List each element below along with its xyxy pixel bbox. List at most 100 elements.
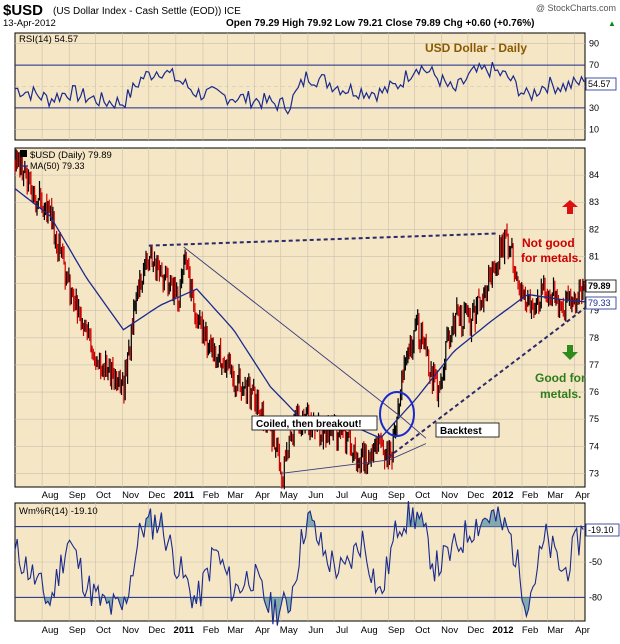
watermark: @ StockCharts.com bbox=[536, 3, 616, 13]
y-tick-label: 74 bbox=[589, 441, 599, 451]
y-tick-label: 78 bbox=[589, 333, 599, 343]
good-line2: metals. bbox=[540, 387, 581, 401]
x-tick-label: Nov bbox=[441, 490, 458, 501]
price-panel bbox=[14, 147, 586, 488]
y-tick-label: 90 bbox=[589, 39, 599, 49]
trendline bbox=[183, 246, 427, 439]
x-tick-label: Apr bbox=[575, 625, 590, 636]
x-tick-label: 2012 bbox=[492, 625, 513, 636]
chart-annotation-title: USD Dollar - Daily bbox=[425, 41, 527, 55]
breakout-circle bbox=[379, 391, 415, 437]
x-tick-label: Aug bbox=[42, 490, 59, 501]
x-tick-label: Apr bbox=[575, 490, 590, 501]
date-label: 13-Apr-2012 bbox=[3, 18, 56, 29]
x-tick-label: Oct bbox=[415, 625, 430, 636]
ma-label: MA(50) 79.33 bbox=[30, 161, 85, 171]
y-tick-label: -80 bbox=[589, 592, 602, 602]
x-tick-label: Nov bbox=[122, 625, 139, 636]
trendline bbox=[387, 307, 586, 458]
x-tick-label: 2011 bbox=[174, 625, 195, 636]
trendlines bbox=[148, 232, 586, 474]
trendline bbox=[280, 443, 427, 474]
x-tick-label: Dec bbox=[148, 490, 165, 501]
symbol-label: $USD bbox=[3, 2, 43, 19]
wr-value-text: -19.10 bbox=[588, 525, 614, 535]
x-tick-label: Dec bbox=[148, 625, 165, 636]
x-tick-label: Aug bbox=[361, 625, 378, 636]
not-good-line2: for metals. bbox=[521, 251, 582, 265]
rsi-grid bbox=[15, 33, 585, 140]
x-tick-label: Sep bbox=[388, 490, 405, 501]
rsi-line bbox=[14, 61, 585, 115]
x-tick-label: Jul bbox=[336, 625, 348, 636]
y-tick-label: 84 bbox=[589, 170, 599, 180]
not-good-line1: Not good bbox=[522, 236, 575, 250]
x-tick-label: Apr bbox=[255, 625, 270, 636]
price-label: $USD (Daily) 79.89 bbox=[30, 150, 112, 161]
y-tick-label: 73 bbox=[589, 468, 599, 478]
x-tick-label: Sep bbox=[388, 625, 405, 636]
x-tick-label: Mar bbox=[227, 625, 243, 636]
x-tick-label: Jul bbox=[336, 490, 348, 501]
price-grid bbox=[15, 148, 585, 487]
wr-x-axis: Aug Sep Oct Nov Dec 2011 Feb Mar Apr May Jun Jul Aug… bbox=[42, 625, 590, 636]
coiled-text: Coiled, then breakout! bbox=[256, 419, 362, 430]
y-tick-label: 83 bbox=[589, 197, 599, 207]
x-tick-label: Feb bbox=[522, 625, 538, 636]
wr-value-tag bbox=[585, 523, 620, 537]
green-down-arrow-icon bbox=[562, 345, 578, 360]
y-tick-label: 30 bbox=[589, 103, 599, 113]
y-tick-label: 70 bbox=[589, 60, 599, 70]
x-tick-label: Oct bbox=[96, 490, 111, 501]
x-tick-label: Oct bbox=[415, 490, 430, 501]
symbol-description: (US Dollar Index - Cash Settle (EOD)) IC… bbox=[53, 6, 241, 17]
x-tick-label: Feb bbox=[522, 490, 538, 501]
x-tick-label: Nov bbox=[122, 490, 139, 501]
price-close-tag bbox=[585, 279, 617, 293]
x-tick-label: May bbox=[280, 490, 298, 501]
rsi-label: RSI(14) 54.57 bbox=[19, 34, 78, 45]
up-arrow-icon: ▲ bbox=[608, 19, 616, 28]
price-legend-swatch bbox=[20, 150, 27, 157]
ohlc-label: Open 79.29 High 79.92 Low 79.21 Close 79… bbox=[226, 18, 534, 29]
x-tick-label: Sep bbox=[69, 625, 86, 636]
x-tick-label: Feb bbox=[203, 625, 219, 636]
x-tick-label: Nov bbox=[441, 625, 458, 636]
x-tick-label: Dec bbox=[467, 625, 484, 636]
x-tick-label: Jun bbox=[308, 625, 323, 636]
trendline bbox=[148, 232, 499, 247]
x-tick-label: Feb bbox=[203, 490, 219, 501]
wr-oversold-fill bbox=[15, 597, 584, 626]
x-tick-label: 2011 bbox=[174, 490, 195, 501]
x-tick-label: Aug bbox=[361, 490, 378, 501]
x-tick-label: Mar bbox=[227, 490, 243, 501]
rsi-value-tag bbox=[585, 77, 617, 91]
price-close-text: 79.89 bbox=[588, 281, 611, 291]
x-tick-label: Apr bbox=[255, 490, 270, 501]
x-tick-label: May bbox=[280, 625, 298, 636]
x-tick-label: 2012 bbox=[492, 490, 513, 501]
backtest-text: Backtest bbox=[440, 426, 482, 437]
y-tick-label: 76 bbox=[589, 387, 599, 397]
x-tick-label: Jun bbox=[308, 490, 323, 501]
ma-value-tag bbox=[585, 296, 617, 310]
y-tick-label: 79 bbox=[589, 306, 599, 316]
price-x-axis: Aug Sep Oct Nov Dec 2011 Feb Mar Apr May Jun Jul Aug… bbox=[42, 490, 590, 501]
price-y-axis: 737475767778798081828384 bbox=[589, 170, 599, 478]
y-tick-label: 10 bbox=[589, 124, 599, 134]
x-tick-label: Aug bbox=[42, 625, 59, 636]
coiled-callout bbox=[251, 415, 378, 431]
y-tick-label: -50 bbox=[589, 557, 602, 567]
wr-y-axis: -50 -80 bbox=[589, 557, 602, 602]
backtest-callout bbox=[435, 422, 500, 438]
x-tick-label: Oct bbox=[96, 625, 111, 636]
y-tick-label: 77 bbox=[589, 360, 599, 370]
wr-label: Wm%R(14) -19.10 bbox=[19, 506, 98, 517]
ma-value-text: 79.33 bbox=[588, 298, 611, 308]
wr-line bbox=[14, 500, 584, 626]
y-tick-label: 75 bbox=[589, 414, 599, 424]
good-line1: Good for bbox=[535, 371, 586, 385]
y-tick-label: 81 bbox=[589, 251, 599, 261]
